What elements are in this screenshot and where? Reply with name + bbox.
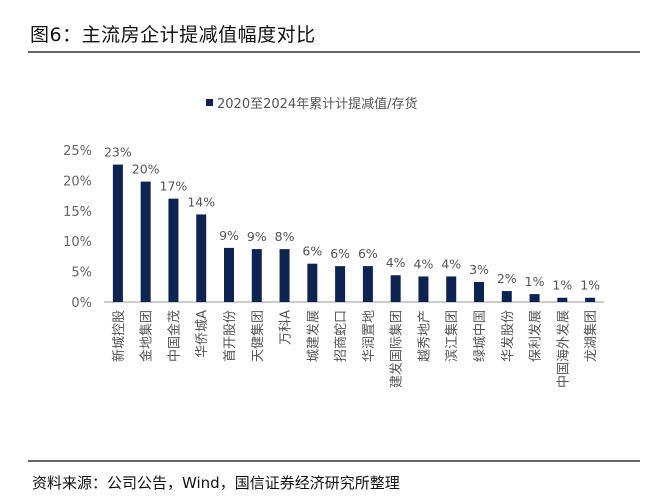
data-label: 9% — [247, 229, 267, 244]
bar — [474, 281, 484, 302]
category-label: 中国金茂 — [166, 310, 182, 362]
bar — [501, 291, 512, 302]
y-tick-label: 0% — [71, 296, 92, 311]
category-label: 建发国际集团 — [389, 310, 405, 388]
bar — [585, 297, 596, 302]
data-label: 8% — [275, 229, 295, 244]
category-label: 城建发展 — [305, 310, 321, 362]
category-label: 绿城中国 — [473, 310, 488, 362]
data-label: 9% — [219, 228, 239, 243]
category-label: 华侨城A — [195, 310, 210, 358]
bar — [390, 275, 401, 302]
data-label: 6% — [302, 244, 322, 259]
y-tick-label: 5% — [71, 266, 92, 281]
bar — [251, 249, 262, 302]
category-label: 保利发展 — [528, 310, 544, 362]
data-label: 23% — [104, 145, 132, 160]
category-label: 华润置地 — [362, 310, 377, 362]
y-tick-label: 20% — [63, 174, 92, 189]
data-label: 20% — [132, 162, 160, 177]
data-label: 1% — [580, 278, 600, 293]
data-label: 17% — [160, 179, 188, 194]
figure-title: 图6：主流房企计提减值幅度对比 — [30, 24, 316, 46]
category-label: 滨江集团 — [444, 310, 460, 362]
legend-swatch — [206, 99, 213, 106]
data-label: 4% — [386, 255, 406, 270]
category-label: 新城控股 — [111, 310, 127, 362]
source-note: 资料来源：公司公告，Wind，国信证券经济研究所整理 — [32, 474, 400, 492]
bar — [224, 247, 234, 302]
category-label: 万科A — [279, 310, 294, 345]
footer-divider — [28, 460, 640, 462]
category-label: 中国海外发展 — [555, 310, 571, 388]
title-divider — [28, 51, 640, 53]
data-label: 1% — [525, 274, 545, 289]
bar — [196, 214, 207, 302]
category-label: 龙湖集团 — [583, 310, 599, 362]
bar — [557, 297, 568, 302]
data-label: 6% — [358, 246, 378, 261]
data-label: 2% — [497, 271, 517, 286]
data-label: 6% — [330, 246, 350, 261]
bar — [362, 266, 373, 302]
bar — [140, 181, 151, 302]
data-label: 14% — [187, 194, 215, 209]
bar — [307, 263, 318, 302]
data-label: 4% — [441, 256, 461, 271]
data-label: 3% — [469, 262, 489, 277]
category-label: 首开股份 — [223, 310, 238, 362]
category-label: 越秀地产 — [417, 310, 432, 362]
legend-label: 2020至2024年累计计提减值/存货 — [217, 96, 418, 112]
y-tick-label: 25% — [63, 144, 92, 159]
category-label: 华发股份 — [500, 310, 516, 362]
bar — [279, 249, 290, 302]
y-tick-label: 15% — [63, 205, 92, 220]
category-label: 招商蛇口 — [334, 310, 349, 362]
bar — [168, 198, 179, 302]
category-label: 金地集团 — [139, 310, 155, 362]
category-label: 天健集团 — [250, 310, 266, 362]
data-label: 1% — [552, 278, 572, 293]
y-tick-label: 10% — [63, 235, 92, 250]
data-label: 4% — [414, 256, 434, 271]
bar — [335, 266, 346, 302]
bar — [446, 276, 457, 302]
bar — [529, 294, 540, 302]
bar — [418, 276, 429, 302]
bar — [112, 164, 123, 302]
